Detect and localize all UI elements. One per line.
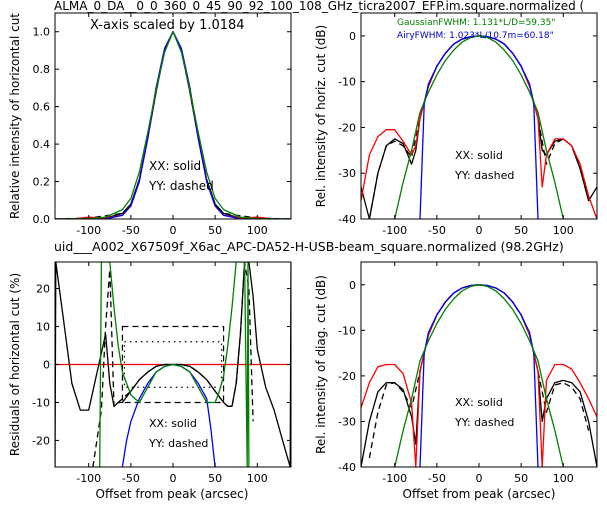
plot-area [361,284,597,467]
x-tick-label: 0 [476,224,483,237]
y-tick-label: 1.0 [33,26,51,39]
y-tick-label: 0.8 [33,63,51,76]
x-tick-label: 100 [553,224,574,237]
fwhm-info-line: GaussianFWHM: 1.131*L/D=59.35" [397,18,555,28]
plot-area [55,31,291,219]
series-line-4 [394,35,564,219]
y-tick-label: -20 [338,121,356,134]
y-tick-label: 20 [36,283,50,296]
series-line-4 [97,262,250,467]
x-tick-label: 0 [170,224,177,237]
xaxis-label-left: Offset from peak (arcsec) [96,487,249,501]
series-line-2 [361,35,597,219]
legend-note: YY: dashed [454,416,514,429]
y-tick-label: 0 [43,359,50,372]
x-tick-label: -100 [382,472,407,485]
figure-mid-title: uid___A002_X67509f_X6ac_APC-DA52-H-USB-b… [54,239,564,254]
y-axis-label: Rel. intensity of horiz. cut (dB) [314,25,328,207]
scale-annotation: X-axis scaled by 1.0184 [90,18,245,33]
x-tick-label: 0 [170,472,177,485]
x-tick-label: 50 [208,224,222,237]
y-tick-label: -20 [32,434,50,447]
series-line-3 [121,363,216,467]
y-tick-label: 0 [349,30,356,43]
series-line-1 [368,35,590,219]
chart-panel-p1: -100 -50 0 50 100 0.0 0.2 0.4 0.6 0.8 1.0 Relative … [8,12,292,237]
y-tick-label: 10 [36,321,50,334]
yy-dashed-box [121,325,225,404]
x-tick-label: -50 [122,472,140,485]
y-axis-label: Relative intensity of horizontal cut [8,13,22,219]
y-tick-label: -40 [338,461,356,474]
chart-panel-p4: -100 -50 0 50 100 0 -10 -20 -30 -40 Rel. intensity… [314,261,598,485]
y-tick-label: 0.0 [33,213,51,226]
series-line-4 [394,284,564,467]
figure-top-title: ALMA_0_DA__0_0_360_0_45_90_92_100_108_GH… [54,0,584,13]
plot-area [55,262,291,467]
plot-area [361,35,597,219]
y-tick-label: -20 [338,370,356,383]
legend-note: XX: solid [149,159,201,173]
y-tick-label: -10 [32,396,50,409]
y-tick-label: 0 [349,279,356,292]
legend-note: XX: solid [149,417,197,430]
x-tick-label: 100 [247,224,268,237]
y-tick-label: -10 [338,76,356,89]
x-tick-label: -100 [382,224,407,237]
series-line-1 [55,31,291,219]
x-tick-label: -100 [76,224,101,237]
xaxis-label-right: Offset from peak (arcsec) [403,487,556,501]
x-tick-label: 50 [514,472,528,485]
x-tick-label: -100 [76,472,101,485]
y-tick-label: -30 [338,415,356,428]
y-tick-label: -10 [338,324,356,337]
series-line-2 [361,284,597,467]
legend-note: YY: dashed [148,437,208,450]
x-tick-label: 100 [247,472,268,485]
series-line-3 [419,35,539,219]
y-tick-label: -40 [338,213,356,226]
x-tick-label: -50 [428,224,446,237]
x-tick-label: -50 [428,472,446,485]
series-line-0 [361,35,597,219]
axes-frame [360,12,598,220]
y-tick-label: 0.4 [33,138,51,151]
x-tick-label: 50 [208,472,222,485]
series-line-1 [55,262,291,467]
fwhm-info-line: AiryFWHM: 1.023*L/10.7m=60.18" [397,31,554,41]
series-line-4 [55,31,291,219]
x-tick-label: 50 [514,224,528,237]
y-tick-label: 0.6 [33,101,51,114]
legend-note: YY: dashed [454,169,514,182]
y-tick-label: 0.2 [33,176,51,189]
y-axis-label: Rel. intensity of diag. cut (dB) [314,275,328,454]
series-line-0 [361,284,597,467]
legend-note: XX: solid [455,396,503,409]
legend-note: YY: dashed [148,179,214,193]
series-line-2 [92,262,254,467]
x-tick-label: -50 [122,224,140,237]
x-tick-label: 0 [476,472,483,485]
y-axis-label: Residuals of horizontal cut (%) [8,273,22,456]
legend-note: XX: solid [455,149,503,162]
series-line-3 [419,284,539,467]
x-tick-label: 100 [553,472,574,485]
y-tick-label: -30 [338,167,356,180]
chart-panel-p2: -100 -50 0 50 100 0 -10 -20 -30 -40 Rel. intensity… [314,12,598,237]
